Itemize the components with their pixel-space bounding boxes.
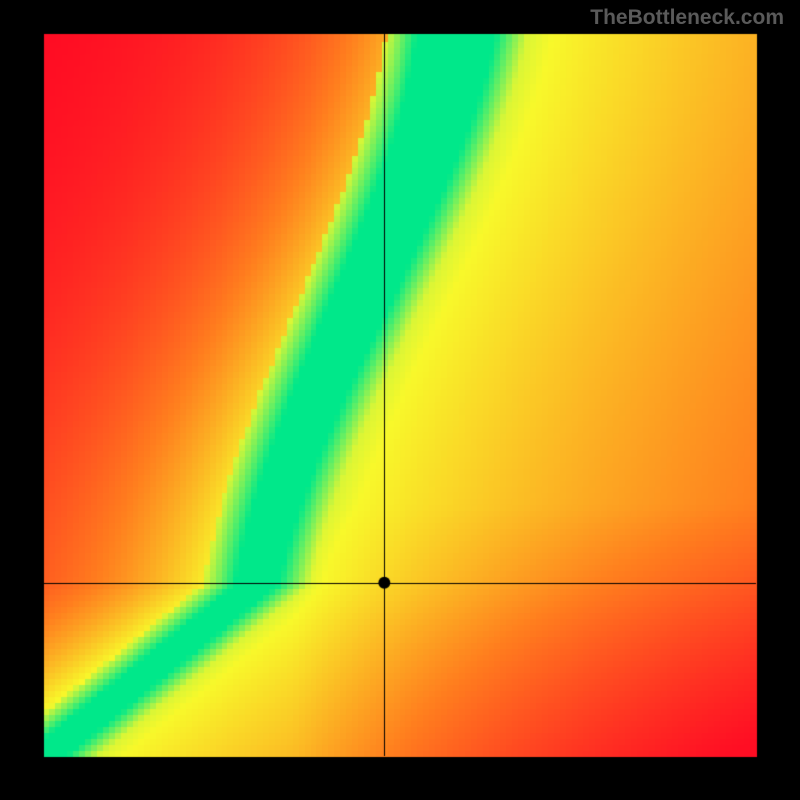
- watermark-text: TheBottleneck.com: [590, 6, 784, 30]
- chart-container: TheBottleneck.com: [0, 0, 800, 800]
- bottleneck-heatmap: [0, 0, 800, 800]
